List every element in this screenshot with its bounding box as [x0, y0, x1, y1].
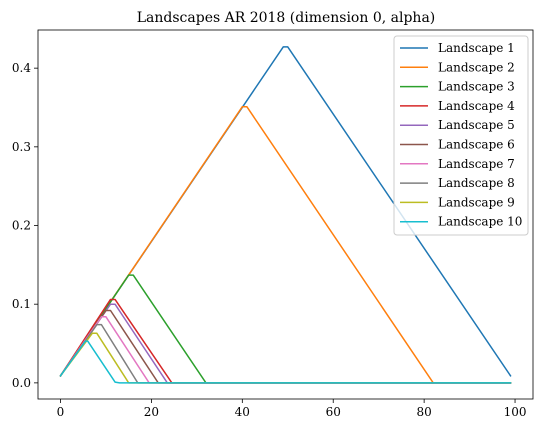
legend-label-4: Landscape 4 — [438, 99, 515, 113]
y-tick-label: 0.3 — [12, 140, 31, 154]
x-tick-label: 60 — [326, 405, 341, 419]
series-line-8 — [59, 323, 512, 384]
legend-label-8: Landscape 8 — [438, 176, 515, 190]
x-axis: 0 20 40 60 80 100 — [57, 399, 527, 419]
x-tick-label: 100 — [504, 405, 527, 419]
plot-area — [59, 46, 512, 384]
y-tick-label: 0.2 — [12, 219, 31, 233]
series-line-9 — [59, 332, 512, 384]
y-tick-label: 0.0 — [12, 376, 31, 390]
series-line-5 — [59, 303, 512, 384]
series-line-6 — [59, 309, 512, 384]
y-axis: 0.0 0.1 0.2 0.3 0.4 — [12, 61, 38, 390]
chart-title: Landscapes AR 2018 (dimension 0, alpha) — [137, 10, 436, 26]
legend-label-1: Landscape 1 — [438, 41, 515, 55]
legend: Landscape 1 Landscape 2 Landscape 3 Landsca… — [393, 35, 529, 236]
legend-label-5: Landscape 5 — [438, 118, 515, 132]
legend-label-6: Landscape 6 — [438, 138, 515, 152]
legend-label-3: Landscape 3 — [438, 80, 515, 94]
legend-label-10: Landscape 10 — [438, 215, 522, 229]
y-tick-label: 0.1 — [12, 297, 31, 311]
legend-label-9: Landscape 9 — [438, 195, 515, 209]
series-line-2 — [59, 105, 435, 384]
x-tick-label: 80 — [416, 405, 431, 419]
x-tick-label: 40 — [235, 405, 250, 419]
legend-label-2: Landscape 2 — [438, 60, 515, 74]
series-line-7 — [59, 316, 512, 384]
x-tick-label: 20 — [144, 405, 159, 419]
series-line-4 — [59, 298, 512, 384]
legend-box — [393, 35, 529, 236]
axes-frame — [37, 29, 534, 400]
legend-label-7: Landscape 7 — [438, 157, 515, 171]
x-tick-label: 0 — [57, 405, 65, 419]
y-tick-label: 0.4 — [12, 61, 31, 75]
series-line-10 — [59, 340, 512, 384]
